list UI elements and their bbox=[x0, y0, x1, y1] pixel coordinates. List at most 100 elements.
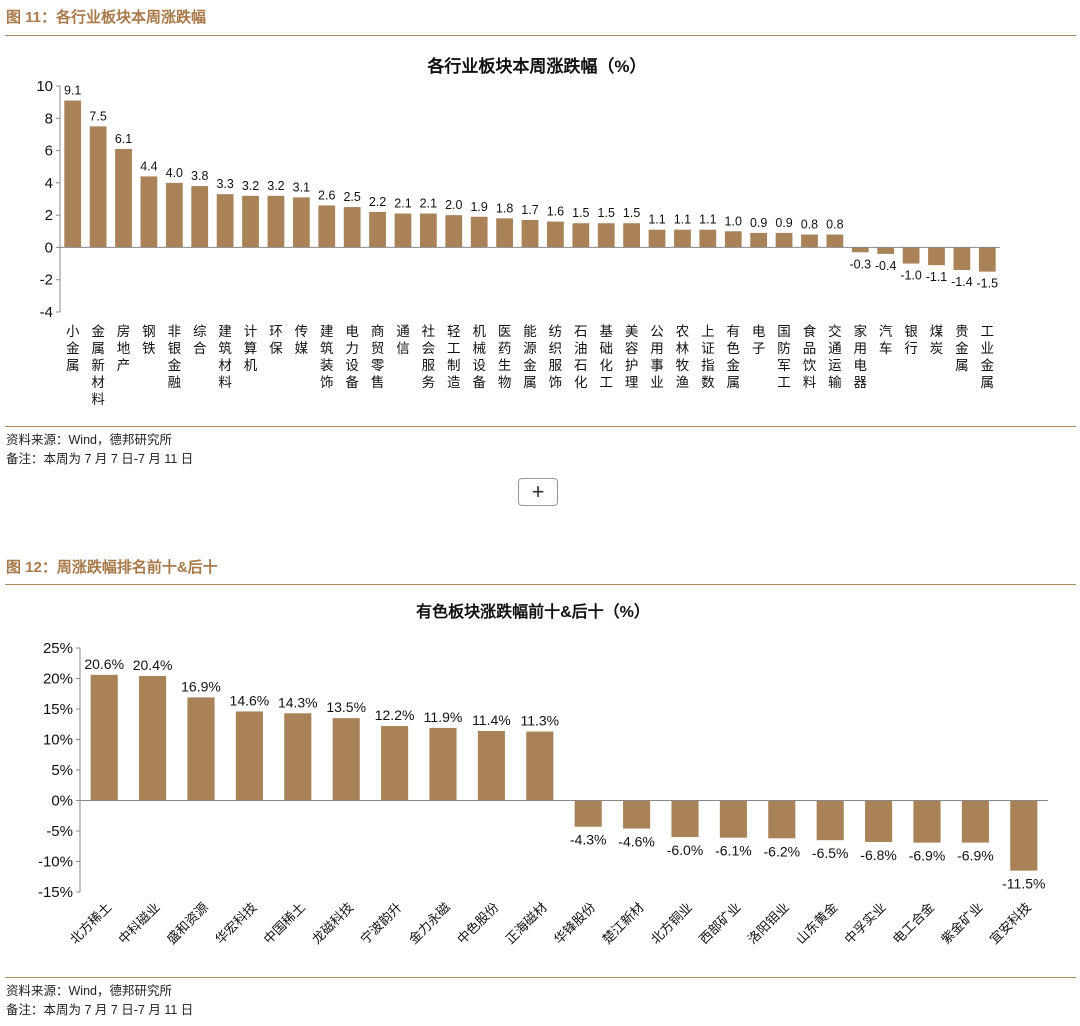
category-label: 建筑装饰 bbox=[320, 324, 334, 390]
figure2-header: 图 12：周涨跌幅排名前十&后十 bbox=[6, 559, 218, 576]
figure2-remark: 备注：本周为 7 月 7 日-7 月 11 日 bbox=[6, 1003, 194, 1017]
category-label: 交通运输 bbox=[828, 323, 842, 390]
data-label: 1.8 bbox=[496, 201, 513, 215]
bar bbox=[768, 800, 796, 839]
bar bbox=[547, 221, 564, 248]
bar bbox=[419, 213, 437, 248]
category-label: 房地产 bbox=[117, 324, 131, 373]
category-label: 传媒 bbox=[295, 324, 309, 356]
bar bbox=[623, 800, 651, 829]
data-label: 1.1 bbox=[648, 213, 665, 227]
data-label: 3.2 bbox=[242, 179, 259, 193]
category-label: 金属新材料 bbox=[91, 324, 105, 407]
data-label: -6.9% bbox=[957, 848, 994, 864]
bar bbox=[496, 218, 513, 248]
data-label: 0.9 bbox=[775, 216, 792, 230]
data-label: 2.6 bbox=[318, 188, 335, 202]
industry-weekly-change-chart: 各行业板块本周涨跌幅（%） 10 8 6 4 2 0 -2 -4 9.1 7.5 6.1 4.4 4.0 3… bbox=[36, 56, 1000, 407]
data-label: 9.1 bbox=[64, 84, 81, 98]
y-tick-label: 10 bbox=[36, 78, 53, 95]
category-label: 环保 bbox=[269, 324, 283, 356]
bar bbox=[429, 727, 457, 801]
data-label: -1.1 bbox=[926, 270, 948, 284]
category-label: 工业金属 bbox=[981, 324, 995, 390]
bar bbox=[470, 216, 488, 248]
bar bbox=[394, 213, 412, 248]
bar bbox=[284, 713, 312, 801]
data-label: -6.1% bbox=[715, 843, 752, 859]
data-label: 1.9 bbox=[470, 200, 487, 214]
data-label: 6.1 bbox=[115, 132, 132, 146]
bar bbox=[332, 718, 360, 801]
data-label: -6.9% bbox=[909, 848, 946, 864]
category-label: 正海磁材 bbox=[503, 900, 550, 947]
data-label: -6.8% bbox=[860, 847, 897, 863]
bar bbox=[826, 234, 844, 248]
category-label: 中国稀土 bbox=[261, 900, 308, 947]
y-tick-label: -15% bbox=[38, 884, 73, 901]
y-tick-label: 10% bbox=[43, 732, 73, 749]
data-label: -4.6% bbox=[618, 834, 655, 850]
bar bbox=[89, 126, 107, 248]
category-label: 银行 bbox=[904, 324, 918, 356]
y-tick-label: -4 bbox=[40, 304, 53, 321]
bar bbox=[877, 247, 895, 254]
bar bbox=[648, 229, 666, 248]
data-label: 11.3% bbox=[520, 713, 559, 729]
bar bbox=[671, 800, 699, 838]
y-tick-label: 5% bbox=[51, 762, 73, 779]
data-label: -1.5 bbox=[977, 277, 999, 291]
data-label: 1.1 bbox=[674, 213, 691, 227]
data-label: 1.5 bbox=[598, 206, 615, 220]
chart-title: 各行业板块本周涨跌幅（%） bbox=[426, 56, 646, 76]
category-label: 食品饮料 bbox=[803, 323, 817, 390]
category-label: 机械设备 bbox=[472, 324, 486, 390]
category-label: 基础化工 bbox=[599, 323, 613, 390]
bar bbox=[318, 205, 336, 248]
chart-title: 有色板块涨跌幅前十&后十（%） bbox=[416, 602, 650, 621]
data-label: 2.1 bbox=[394, 197, 411, 211]
category-label: 中科磁业 bbox=[115, 900, 162, 947]
bar bbox=[343, 207, 361, 248]
category-label: 小金属 bbox=[66, 324, 80, 373]
category-label: 北方铜业 bbox=[648, 900, 695, 947]
data-label: -1.0 bbox=[900, 269, 922, 283]
figure1-bottom-rule bbox=[5, 426, 1076, 427]
category-label: 洛阳钼业 bbox=[745, 900, 792, 947]
category-label: 国防军工 bbox=[777, 324, 791, 390]
figure2-bottom-rule bbox=[5, 977, 1076, 978]
category-label: 美容护理 bbox=[625, 324, 639, 390]
bar bbox=[216, 194, 234, 248]
y-tick-label: 20% bbox=[43, 671, 73, 688]
category-label: 通信 bbox=[396, 324, 410, 356]
bar bbox=[369, 211, 386, 248]
category-label: 电力设备 bbox=[345, 324, 359, 390]
data-label: 2.2 bbox=[369, 195, 386, 209]
bar bbox=[597, 223, 615, 248]
data-label: 0.8 bbox=[826, 218, 843, 232]
category-label: 建筑材料 bbox=[218, 324, 232, 390]
category-label: 紫金矿业 bbox=[938, 900, 985, 947]
y-tick-label: 25% bbox=[43, 640, 73, 657]
bar bbox=[574, 800, 602, 827]
data-label: -6.5% bbox=[812, 845, 849, 861]
figure2-source: 资料来源：Wind，德邦研究所 bbox=[6, 984, 172, 998]
category-label: 计算机 bbox=[244, 324, 258, 373]
data-label: -1.4 bbox=[951, 275, 973, 289]
data-label: 3.2 bbox=[267, 179, 284, 193]
y-tick-label: -5% bbox=[46, 823, 73, 840]
expand-button[interactable]: + bbox=[518, 478, 558, 506]
bar bbox=[445, 215, 463, 248]
y-tick-label: -10% bbox=[38, 854, 73, 871]
category-label: 纺织服饰 bbox=[549, 324, 563, 390]
bar bbox=[902, 247, 920, 264]
bar bbox=[292, 197, 310, 248]
data-label: 3.3 bbox=[216, 177, 233, 191]
bar bbox=[381, 726, 409, 801]
category-label: 上证指数 bbox=[701, 324, 715, 390]
bar bbox=[235, 711, 263, 801]
category-label: 贵金属 bbox=[955, 324, 969, 373]
category-label: 汽车 bbox=[879, 324, 893, 356]
category-label: 石油石化 bbox=[574, 324, 588, 390]
bar bbox=[115, 148, 132, 248]
